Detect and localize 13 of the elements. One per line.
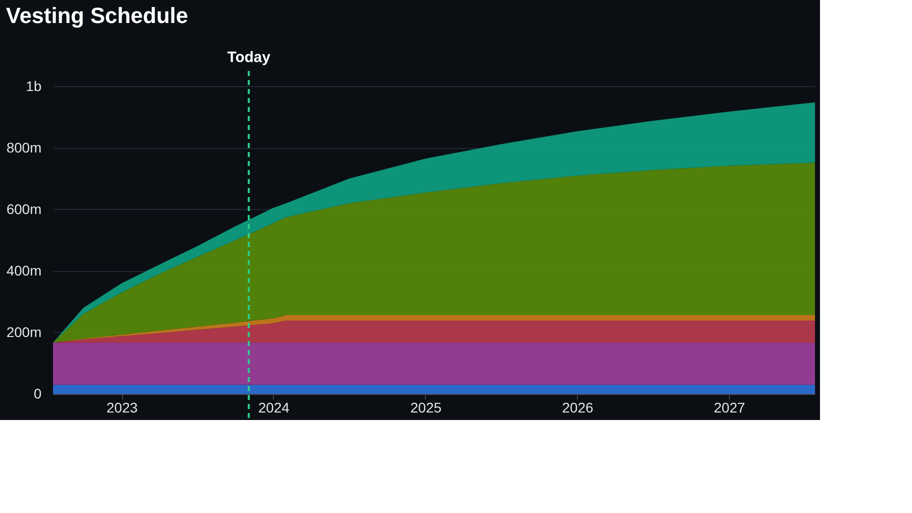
ref-line-label: Today [227, 49, 271, 66]
y-tick-label: 200m [6, 324, 42, 340]
y-tick-label: 1b [26, 78, 42, 94]
chart-title: Vesting Schedule [6, 3, 188, 28]
x-tick-label: 2024 [258, 400, 290, 416]
y-tick-label: 800m [6, 139, 42, 156]
x-tick-label: 2026 [562, 400, 594, 416]
y-tick-label: 0 [34, 386, 42, 402]
y-tick-label: 600m [6, 200, 42, 217]
x-tick-label: 2027 [714, 400, 746, 416]
x-tick-label: 2025 [410, 400, 442, 416]
y-tick-label: 400m [6, 262, 42, 278]
x-tick-label: 2023 [106, 400, 138, 416]
